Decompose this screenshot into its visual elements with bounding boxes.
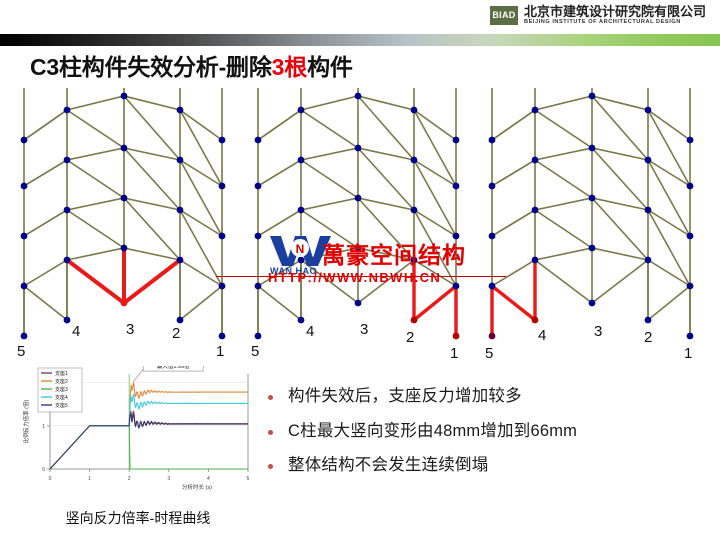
biad-logo-mark: BIAD — [489, 5, 518, 25]
support-label-2: 2 — [406, 329, 414, 346]
reaction-time-history-chart: 012345012分析时长 (s)比例反力倍率 (倍)最大值1.99倍支座1支座… — [16, 358, 260, 494]
diagram-left: 5 4 3 2 1 — [14, 88, 236, 366]
svg-text:3: 3 — [167, 476, 170, 482]
slide-header: BIAD 北京市建筑设计研究院有限公司 BEIJING INSTITUTE OF… — [0, 0, 720, 34]
biad-logo: BIAD 北京市建筑设计研究院有限公司 BEIJING INSTITUTE OF… — [489, 5, 706, 26]
diagram-right-svg: 5 4 3 2 1 — [485, 88, 694, 362]
list-item: 整体结构不会发生连续倒塌 — [268, 455, 708, 476]
header-gradient-bar — [0, 34, 720, 46]
bullet-dot-icon — [268, 395, 273, 400]
svg-text:4: 4 — [207, 476, 210, 482]
removed-members-highlight — [412, 258, 458, 338]
structural-diagrams: 5 4 3 2 1 — [0, 88, 720, 366]
svg-text:支座5: 支座5 — [55, 402, 68, 409]
bullet-list: 构件失效后，支座反力增加较多 C柱最大竖向变形由48mm增加到66mm 整体结构… — [268, 386, 708, 490]
truss-nodes — [488, 92, 694, 340]
support-label-2: 2 — [644, 329, 652, 346]
support-label-3: 3 — [360, 321, 368, 338]
svg-text:2: 2 — [128, 476, 131, 482]
svg-text:1: 1 — [42, 424, 45, 430]
chart-caption: 竖向反力倍率-时程曲线 — [65, 510, 211, 526]
support-labels: 5 4 3 2 1 — [485, 323, 692, 362]
svg-text:最大值1.99倍: 最大值1.99倍 — [157, 366, 190, 370]
svg-text:支座3: 支座3 — [55, 386, 68, 393]
truss-nodes — [254, 92, 460, 340]
truss-nodes — [20, 92, 226, 340]
support-label-3: 3 — [594, 323, 602, 340]
bullet-text: C柱最大竖向变形由48mm增加到66mm — [288, 421, 578, 440]
removed-members-highlight — [490, 258, 537, 338]
svg-text:1: 1 — [88, 476, 91, 482]
diagram-right: 5 4 3 2 1 — [482, 88, 704, 366]
diagram-left-svg: 5 4 3 2 1 — [17, 88, 226, 360]
svg-text:支座2: 支座2 — [55, 378, 68, 385]
svg-text:0: 0 — [42, 467, 45, 473]
support-label-4: 4 — [538, 327, 546, 344]
diagram-middle-svg: 5 4 3 2 1 — [251, 88, 460, 362]
support-label-5: 5 — [485, 345, 493, 362]
svg-text:比例反力倍率 (倍): 比例反力倍率 (倍) — [22, 399, 30, 443]
svg-text:分析时长 (s): 分析时长 (s) — [182, 483, 212, 491]
svg-text:支座4: 支座4 — [55, 394, 68, 401]
truss-members — [257, 88, 457, 336]
list-item: 构件失效后，支座反力增加较多 — [268, 386, 708, 407]
svg-text:0: 0 — [49, 476, 52, 482]
bullet-dot-icon — [268, 429, 273, 435]
removed-members-highlight — [65, 246, 182, 305]
company-name-en: BEIJING INSTITUTE OF ARCHITECTURAL DESIG… — [523, 19, 681, 25]
chart-svg: 012345012分析时长 (s)比例反力倍率 (倍)最大值1.99倍支座1支座… — [22, 358, 250, 491]
company-name-cn: 北京市建筑设计研究院有限公司 — [523, 4, 706, 19]
page-title-part1: C3柱构件失效分析-删除 — [30, 54, 272, 80]
list-item: C柱最大竖向变形由48mm增加到66mm — [268, 421, 708, 442]
svg-text:5: 5 — [247, 476, 250, 482]
support-label-1: 1 — [450, 345, 458, 362]
connector-line — [216, 276, 506, 277]
bullet-dot-icon — [268, 464, 273, 470]
biad-logo-text: 北京市建筑设计研究院有限公司 BEIJING INSTITUTE OF ARCH… — [524, 5, 706, 26]
support-label-1: 1 — [216, 343, 224, 360]
support-label-4: 4 — [72, 323, 80, 340]
page-title-highlight: 3根 — [271, 54, 308, 80]
support-label-4: 4 — [306, 323, 314, 340]
support-label-5: 5 — [251, 343, 259, 360]
page-title-part2: 构件 — [307, 54, 353, 80]
support-labels: 5 4 3 2 1 — [251, 321, 458, 362]
support-label-2: 2 — [172, 325, 180, 342]
bullet-text: 整体结构不会发生连续倒塌 — [288, 456, 489, 475]
support-labels: 5 4 3 2 1 — [17, 321, 224, 360]
diagram-middle: 5 4 3 2 1 — [248, 88, 470, 366]
support-label-5: 5 — [17, 343, 25, 360]
bullet-text: 构件失效后，支座反力增加较多 — [288, 387, 522, 405]
support-label-1: 1 — [684, 345, 692, 362]
svg-text:支座1: 支座1 — [55, 370, 68, 377]
page-title: C3柱构件失效分析-删除3根构件 — [30, 48, 353, 82]
support-label-3: 3 — [126, 321, 134, 338]
truss-members — [491, 88, 691, 336]
